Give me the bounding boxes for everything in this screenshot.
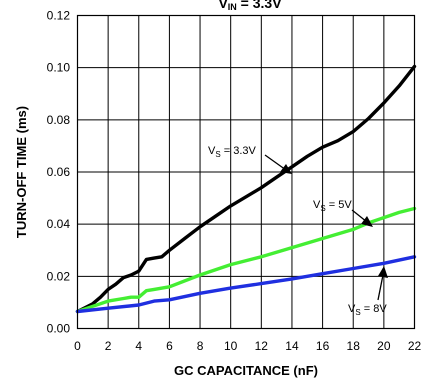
- y-tick-label: 0.06: [47, 165, 71, 179]
- series-annotations: VS = 3.3V VS = 5V VS = 8V: [208, 145, 388, 317]
- label-vs-8v-arrowhead: [378, 266, 388, 278]
- x-tick-label: 18: [347, 339, 361, 353]
- y-tick-label: 0.08: [47, 113, 71, 127]
- label-vs-3v3-arrow: [264, 154, 287, 171]
- label-vs-3v3: VS = 3.3V: [208, 145, 292, 174]
- x-tick-label: 4: [135, 339, 142, 353]
- chart-title: VIN = 3.3V: [218, 0, 282, 12]
- x-tick-labels: 0 2 4 6 8 10 12 14 16 18 20 22: [74, 339, 421, 353]
- y-tick-label: 0.12: [47, 9, 71, 23]
- series-lines: [75, 64, 417, 314]
- x-tick-label: 14: [285, 339, 299, 353]
- series-line-vs-8v: [75, 255, 417, 314]
- x-tick-label: 8: [197, 339, 204, 353]
- x-tick-label: 10: [224, 339, 238, 353]
- label-vs-5v: VS = 5V: [313, 199, 373, 227]
- label-vs-3v3-text: VS = 3.3V: [208, 145, 257, 159]
- x-tick-label: 16: [316, 339, 330, 353]
- grid-lines: [77, 15, 415, 329]
- x-tick-label: 20: [377, 339, 391, 353]
- y-tick-label: 0.04: [47, 217, 71, 231]
- series-line-vs-33v: [75, 64, 417, 314]
- plot-frame: [76, 14, 416, 330]
- x-tick-label: 12: [255, 339, 269, 353]
- label-vs-8v: VS = 8V: [348, 266, 388, 317]
- label-vs-8v-text: VS = 8V: [348, 303, 387, 317]
- x-axis-title: GC CAPACITANCE (nF): [174, 363, 318, 378]
- label-vs-5v-text: VS = 5V: [313, 199, 352, 213]
- x-tick-label: 0: [74, 339, 81, 353]
- y-axis-title: TURN-OFF TIME (ms): [14, 106, 29, 238]
- label-vs-5v-arrowhead: [361, 216, 373, 227]
- y-tick-labels: 0.00 0.02 0.04 0.06 0.08 0.10 0.12: [47, 9, 71, 336]
- x-tick-label: 6: [166, 339, 173, 353]
- label-vs-8v-arrow: [377, 274, 384, 301]
- y-tick-label: 0.02: [47, 269, 71, 283]
- label-vs-3v3-arrowhead: [280, 164, 292, 174]
- x-tick-label: 22: [408, 339, 422, 353]
- y-tick-label: 0.00: [47, 322, 71, 336]
- x-tick-label: 2: [105, 339, 112, 353]
- y-tick-label: 0.10: [47, 61, 71, 75]
